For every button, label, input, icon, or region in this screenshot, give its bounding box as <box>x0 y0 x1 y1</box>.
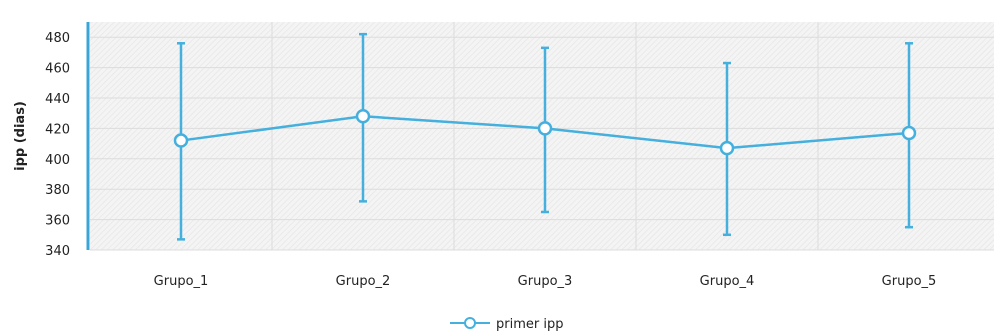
y-tick-labels: 340 360 380 400 420 440 460 480 <box>45 31 70 259</box>
x-tick-label: Grupo_1 <box>154 274 209 289</box>
data-point[interactable] <box>537 121 553 136</box>
legend-label: primer ipp <box>496 317 563 332</box>
y-tick-label: 360 <box>45 214 70 229</box>
x-tick-label: Grupo_2 <box>336 274 391 289</box>
data-point[interactable] <box>719 140 735 156</box>
data-point[interactable] <box>173 133 189 148</box>
x-tick-labels: Grupo_1 Grupo_2 Grupo_3 Grupo_4 Grupo_5 <box>154 274 937 289</box>
x-tick-label: Grupo_3 <box>518 274 573 289</box>
y-tick-label: 420 <box>45 122 70 137</box>
y-tick-label: 400 <box>45 153 70 168</box>
y-tick-label: 460 <box>45 62 70 77</box>
y-tick-label: 380 <box>45 183 70 198</box>
x-tick-label: Grupo_5 <box>882 274 937 289</box>
legend[interactable]: primer ipp <box>450 317 563 332</box>
y-tick-label: 340 <box>45 244 70 259</box>
y-tick-label: 440 <box>45 92 70 107</box>
data-point[interactable] <box>901 125 917 141</box>
data-point[interactable] <box>355 108 371 124</box>
series-points <box>173 108 917 156</box>
y-tick-label: 480 <box>45 31 70 46</box>
legend-swatch-marker <box>464 317 476 329</box>
y-axis-label: ipp (dias) <box>13 101 28 171</box>
x-tick-label: Grupo_4 <box>700 274 755 289</box>
